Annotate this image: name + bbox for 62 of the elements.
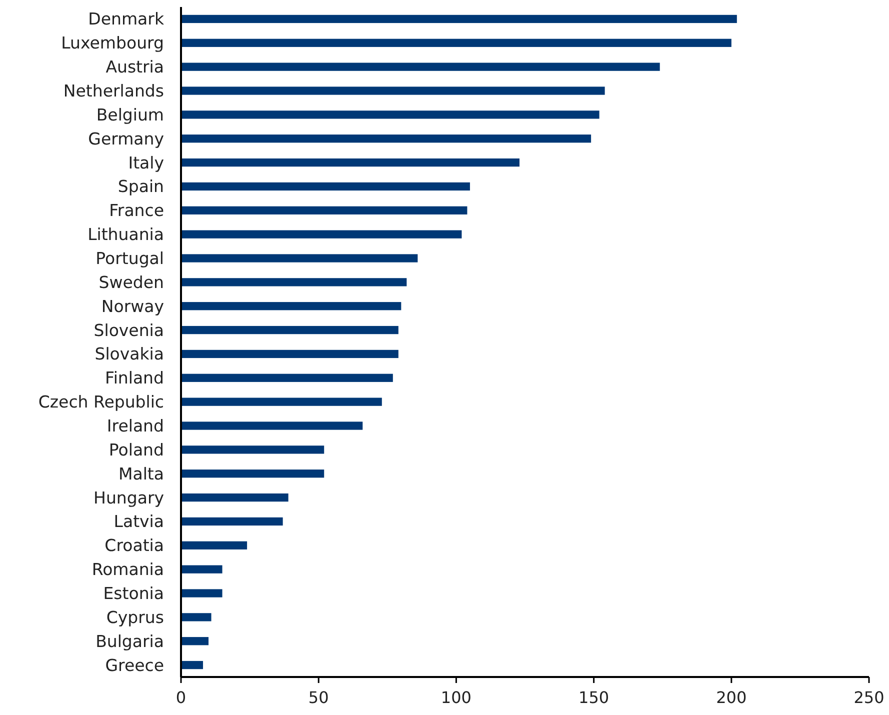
bar	[181, 660, 204, 670]
y-tick-label: Estonia	[103, 584, 164, 604]
y-tick-label: Denmark	[88, 10, 164, 29]
bar	[181, 278, 407, 286]
bar	[181, 134, 592, 143]
bar	[181, 470, 324, 478]
y-tick-label: Greece	[105, 656, 164, 675]
y-tick-label: Latvia	[114, 512, 164, 532]
y-tick-label: Poland	[108, 440, 164, 460]
x-tick-label: 250	[854, 688, 884, 707]
bar	[181, 422, 363, 430]
y-tick-label: France	[109, 201, 164, 220]
y-tick-label: Germany	[88, 129, 164, 148]
bar	[181, 182, 470, 191]
x-tick-label: 200	[716, 688, 747, 707]
bar	[181, 613, 212, 622]
bar	[181, 517, 283, 526]
y-tick-label: Finland	[105, 368, 164, 388]
bar	[181, 62, 660, 71]
y-tick-label: Sweden	[98, 272, 164, 292]
x-tick-label: 50	[308, 688, 329, 707]
y-tick-label: Luxembourg	[61, 34, 164, 53]
bar	[181, 86, 605, 95]
y-tick-label: Malta	[118, 464, 164, 484]
y-tick-label: Lithuania	[88, 225, 164, 244]
bar	[181, 350, 398, 358]
y-tick-label: Italy	[128, 153, 164, 172]
x-tick-label: 0	[176, 688, 186, 707]
x-tick-label: 100	[440, 688, 472, 707]
y-tick-label: Ireland	[106, 416, 164, 436]
bar	[181, 565, 222, 574]
y-tick-label: Romania	[92, 560, 164, 580]
bar	[181, 446, 324, 454]
y-tick-label: Czech Republic	[38, 392, 164, 412]
y-tick-label: Slovenia	[94, 320, 164, 340]
bar	[181, 230, 462, 238]
y-tick-label: Austria	[106, 58, 164, 77]
bar	[181, 158, 520, 167]
x-tick-label: 150	[578, 688, 610, 707]
bar	[181, 254, 418, 262]
bar	[181, 110, 600, 119]
bar	[181, 493, 288, 502]
bar	[181, 206, 468, 214]
y-tick-label: Norway	[101, 296, 164, 316]
bar	[181, 541, 248, 550]
y-tick-label: Hungary	[94, 488, 164, 508]
bar	[181, 398, 382, 406]
bar	[181, 637, 209, 646]
y-tick-label: Slovakia	[94, 344, 164, 364]
bar	[181, 326, 398, 334]
bar	[181, 374, 393, 382]
y-tick-label: Bulgaria	[96, 632, 164, 651]
y-tick-label: Spain	[118, 177, 164, 196]
y-tick-label: Belgium	[96, 105, 164, 124]
y-tick-label: Cyprus	[106, 608, 164, 627]
bar	[181, 589, 222, 598]
y-tick-label: Portugal	[96, 249, 164, 268]
bar	[181, 302, 402, 310]
y-tick-label: Croatia	[104, 536, 164, 556]
bar	[181, 38, 732, 47]
y-tick-label: Netherlands	[63, 82, 164, 101]
bar	[181, 14, 737, 24]
